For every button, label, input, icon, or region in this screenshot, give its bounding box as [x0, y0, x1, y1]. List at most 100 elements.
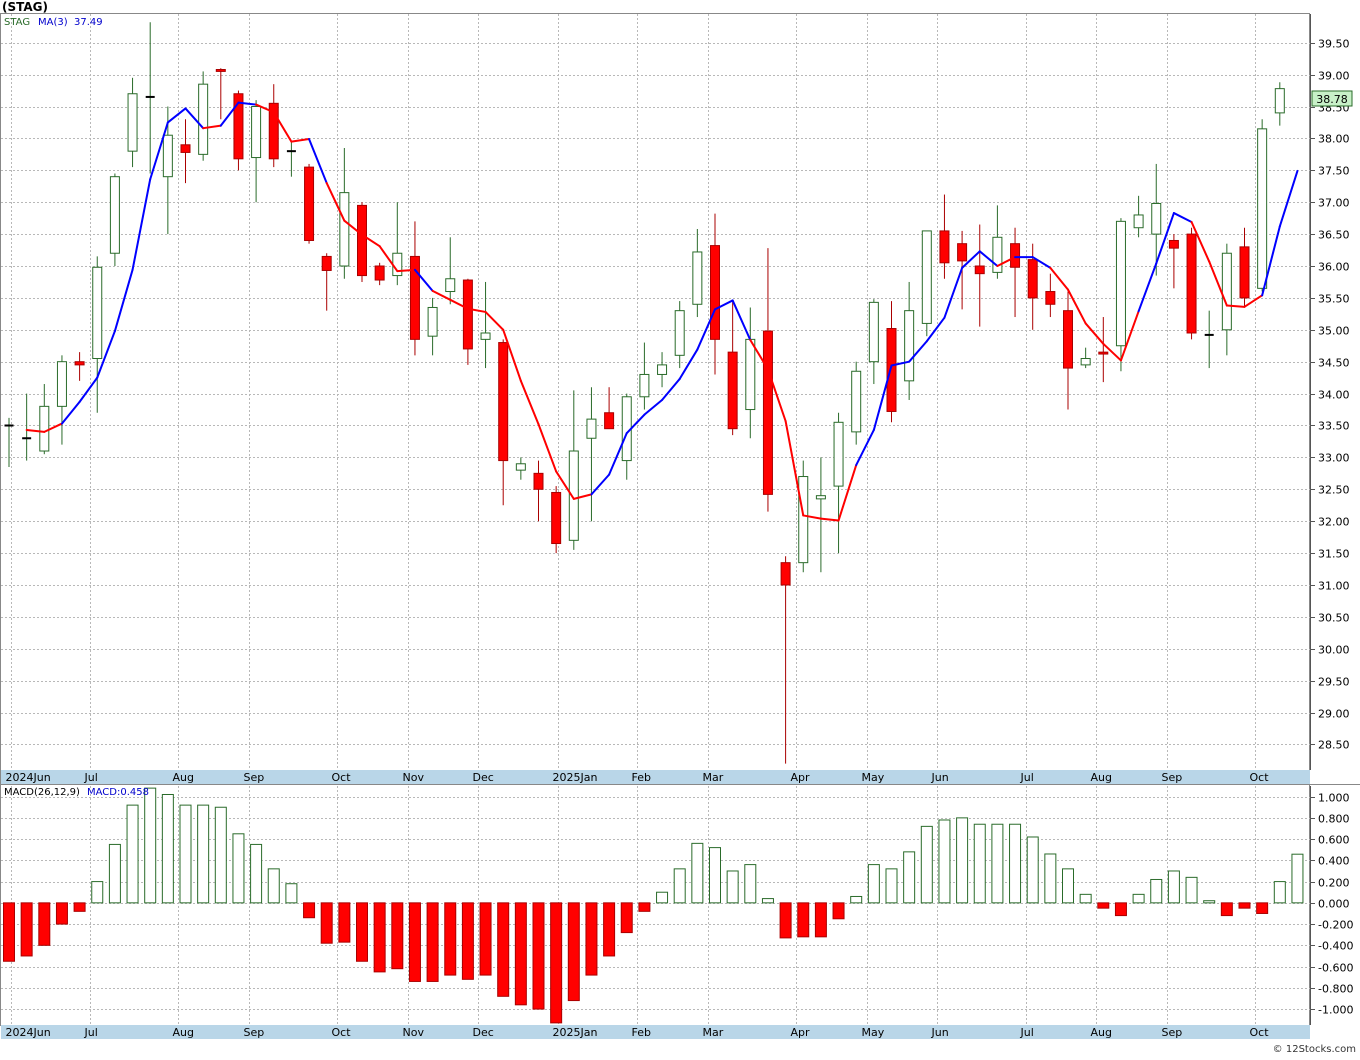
ma-segment	[837, 464, 858, 522]
macd-bar	[461, 902, 474, 980]
ma-segment	[766, 368, 787, 423]
price-x-tick-label: Sep	[244, 771, 265, 784]
macd-bar	[320, 902, 333, 944]
candle-body	[498, 342, 509, 462]
price-y-tick-label: 28.50	[1318, 739, 1350, 752]
macd-bar	[126, 804, 139, 904]
macd-x-tick-label: Mar	[703, 1026, 724, 1039]
price-x-tick-label: Mar	[703, 771, 724, 784]
candle-body	[198, 83, 209, 155]
macd-y-tick-label: 0.600	[1318, 834, 1350, 847]
ma-segment	[1102, 342, 1122, 362]
candle-body	[762, 330, 773, 495]
ma-segment	[1261, 225, 1281, 297]
candle-body	[921, 230, 932, 324]
ma-segment	[466, 307, 487, 313]
macd-bar	[832, 902, 845, 920]
macd-bar	[267, 868, 280, 904]
candle-body	[462, 279, 473, 350]
macd-bar	[1062, 868, 1074, 904]
price-x-tick-label: Apr	[791, 771, 811, 784]
price-x-tick-label: Aug	[173, 771, 194, 784]
macd-bar	[726, 870, 739, 904]
candle-body	[1080, 358, 1091, 366]
ma-segment	[819, 517, 840, 522]
candle-body	[904, 310, 915, 382]
macd-x-tick-label: Oct	[1250, 1026, 1270, 1039]
macd-bar	[814, 902, 827, 938]
macd-bar	[1132, 893, 1145, 904]
candle-body	[374, 265, 385, 281]
ma-segment	[202, 124, 222, 130]
macd-bars	[3, 787, 1304, 1024]
ma-segment	[1243, 294, 1264, 308]
macd-x-tick-label: Jul	[1020, 1026, 1034, 1039]
price-y-tick-label: 35.00	[1318, 325, 1350, 338]
ma-segment	[1084, 322, 1105, 345]
macd-x-tick-label: Dec	[473, 1026, 494, 1039]
macd-bar	[444, 902, 457, 976]
legend-ma-label: MA(3)	[38, 17, 68, 28]
macd-bar	[38, 902, 51, 946]
candle-body	[1133, 214, 1144, 229]
price-x-tick-label: Oct	[332, 771, 352, 784]
macd-bar	[20, 902, 33, 957]
ma-segment	[996, 256, 1017, 267]
candle-body	[74, 361, 85, 366]
macd-bar	[1238, 902, 1251, 909]
price-y-tick-label: 37.50	[1318, 165, 1350, 178]
ma-segment	[978, 250, 999, 267]
ma-segment	[1278, 169, 1299, 228]
macd-y-tick-label: 0.400	[1318, 855, 1350, 868]
ma-segment	[378, 245, 399, 273]
price-y-tick-label: 30.00	[1318, 644, 1350, 657]
macd-bar	[656, 891, 669, 904]
price-y-tick-label: 32.50	[1318, 484, 1350, 497]
macd-bar	[1291, 853, 1304, 904]
legend-symbol: STAG	[4, 17, 30, 28]
macd-bar	[1273, 881, 1286, 904]
candle-body	[710, 245, 720, 340]
macd-bar	[567, 902, 580, 1002]
candle-body	[1221, 252, 1232, 331]
price-y-tick-label: 34.50	[1318, 357, 1350, 370]
candle-body	[109, 176, 120, 254]
macd-bar	[673, 868, 686, 904]
ma-segment	[1172, 212, 1193, 223]
price-x-tick-label: Oct	[1250, 771, 1270, 784]
ma-segment	[325, 182, 346, 222]
ma-segment	[361, 233, 381, 248]
candle-body	[268, 102, 279, 160]
price-x-tick-label: Nov	[403, 771, 425, 784]
macd-y-tick-label: -0.400	[1318, 940, 1353, 953]
candle-body	[427, 306, 438, 337]
candle-body	[304, 166, 315, 241]
macd-y-axis: -1.000 -0.800 -0.600 -0.400 -0.200 0.000 0.200…	[1310, 786, 1353, 1025]
price-y-tick-label: 38.00	[1318, 133, 1350, 146]
price-x-tick-label: Jul	[1020, 771, 1034, 784]
price-x-axis: 2024Jun Jul Aug Sep Oct Nov Dec 2025Jan Feb Mar Ap…	[6, 771, 1270, 784]
candle-body	[780, 562, 791, 586]
macd-y-tick-label: 0.200	[1318, 877, 1350, 890]
candle-body	[727, 351, 738, 430]
price-y-tick-label: 37.00	[1318, 197, 1350, 210]
macd-bar	[1167, 870, 1180, 904]
candle-body	[939, 230, 950, 264]
macd-x-tick-label: Sep	[1162, 1026, 1183, 1039]
macd-bar	[250, 843, 263, 904]
candle-body	[833, 421, 844, 487]
ma-segment	[696, 308, 716, 351]
macd-x-axis: 2024Jun Jul Aug Sep Oct Nov Dec 2025Jan Feb Mar Ap…	[6, 1026, 1270, 1039]
macd-bar	[161, 793, 174, 904]
candle-body	[357, 204, 367, 277]
candle-body	[1257, 128, 1268, 289]
macd-bar	[691, 842, 704, 904]
chart-title: (STAG)	[2, 0, 48, 14]
macd-bar	[356, 902, 368, 962]
macd-bar	[903, 851, 916, 904]
macd-y-tick-label: 0.800	[1318, 813, 1350, 826]
price-y-tick-label: 36.00	[1318, 261, 1350, 274]
ma-segment	[608, 432, 628, 476]
ma-segment	[908, 340, 928, 363]
ma-segment	[343, 219, 363, 236]
